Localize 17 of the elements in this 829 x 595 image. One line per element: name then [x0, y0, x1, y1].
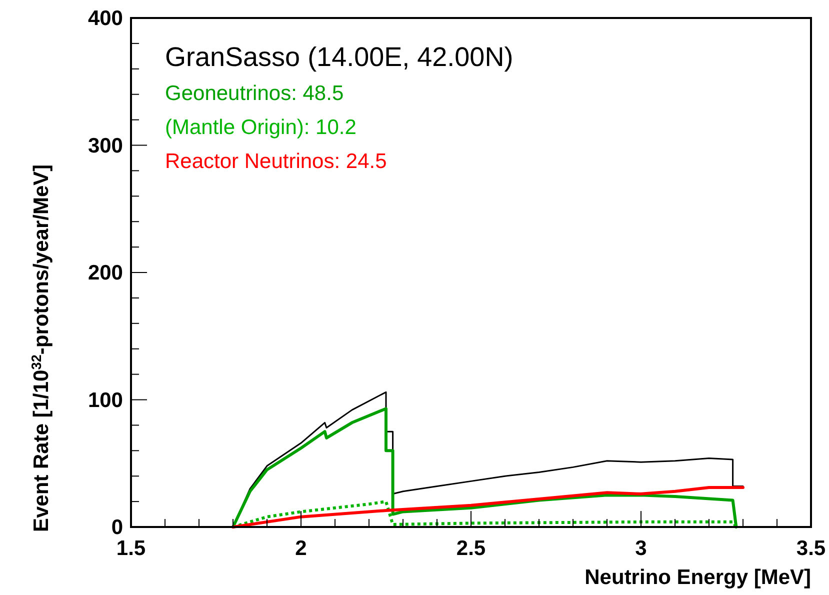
text: Reactor Neutrinos: 24.5	[165, 150, 387, 173]
y-tick-label: 400	[88, 7, 123, 30]
y-tick-label: 100	[88, 388, 123, 412]
line-series	[232, 486, 744, 528]
x-tick-label: 2.5	[456, 537, 486, 560]
text: (Mantle Origin): 10.2	[165, 116, 356, 139]
x-tick-label: 2	[295, 537, 307, 560]
x-tick-label: 3	[635, 537, 647, 560]
y-tick-label: 200	[88, 262, 123, 284]
y-tick-label: 300	[88, 134, 123, 158]
text: GranSasso (14.00E, 42.00N)	[165, 42, 514, 72]
x-axis-title: Neutrino Energy [MeV]	[584, 566, 811, 589]
line-series	[232, 500, 738, 528]
x-tick-label: 3.5	[796, 537, 826, 560]
y-tick-label: 0	[111, 516, 123, 539]
x-tick-label: 1.5	[116, 537, 146, 560]
text: Geoneutrinos: 48.5	[165, 82, 344, 105]
